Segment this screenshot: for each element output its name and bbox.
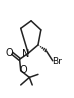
Text: O: O: [20, 65, 27, 75]
Text: Br: Br: [52, 57, 62, 66]
Text: N: N: [22, 49, 30, 59]
Text: O: O: [6, 48, 13, 58]
